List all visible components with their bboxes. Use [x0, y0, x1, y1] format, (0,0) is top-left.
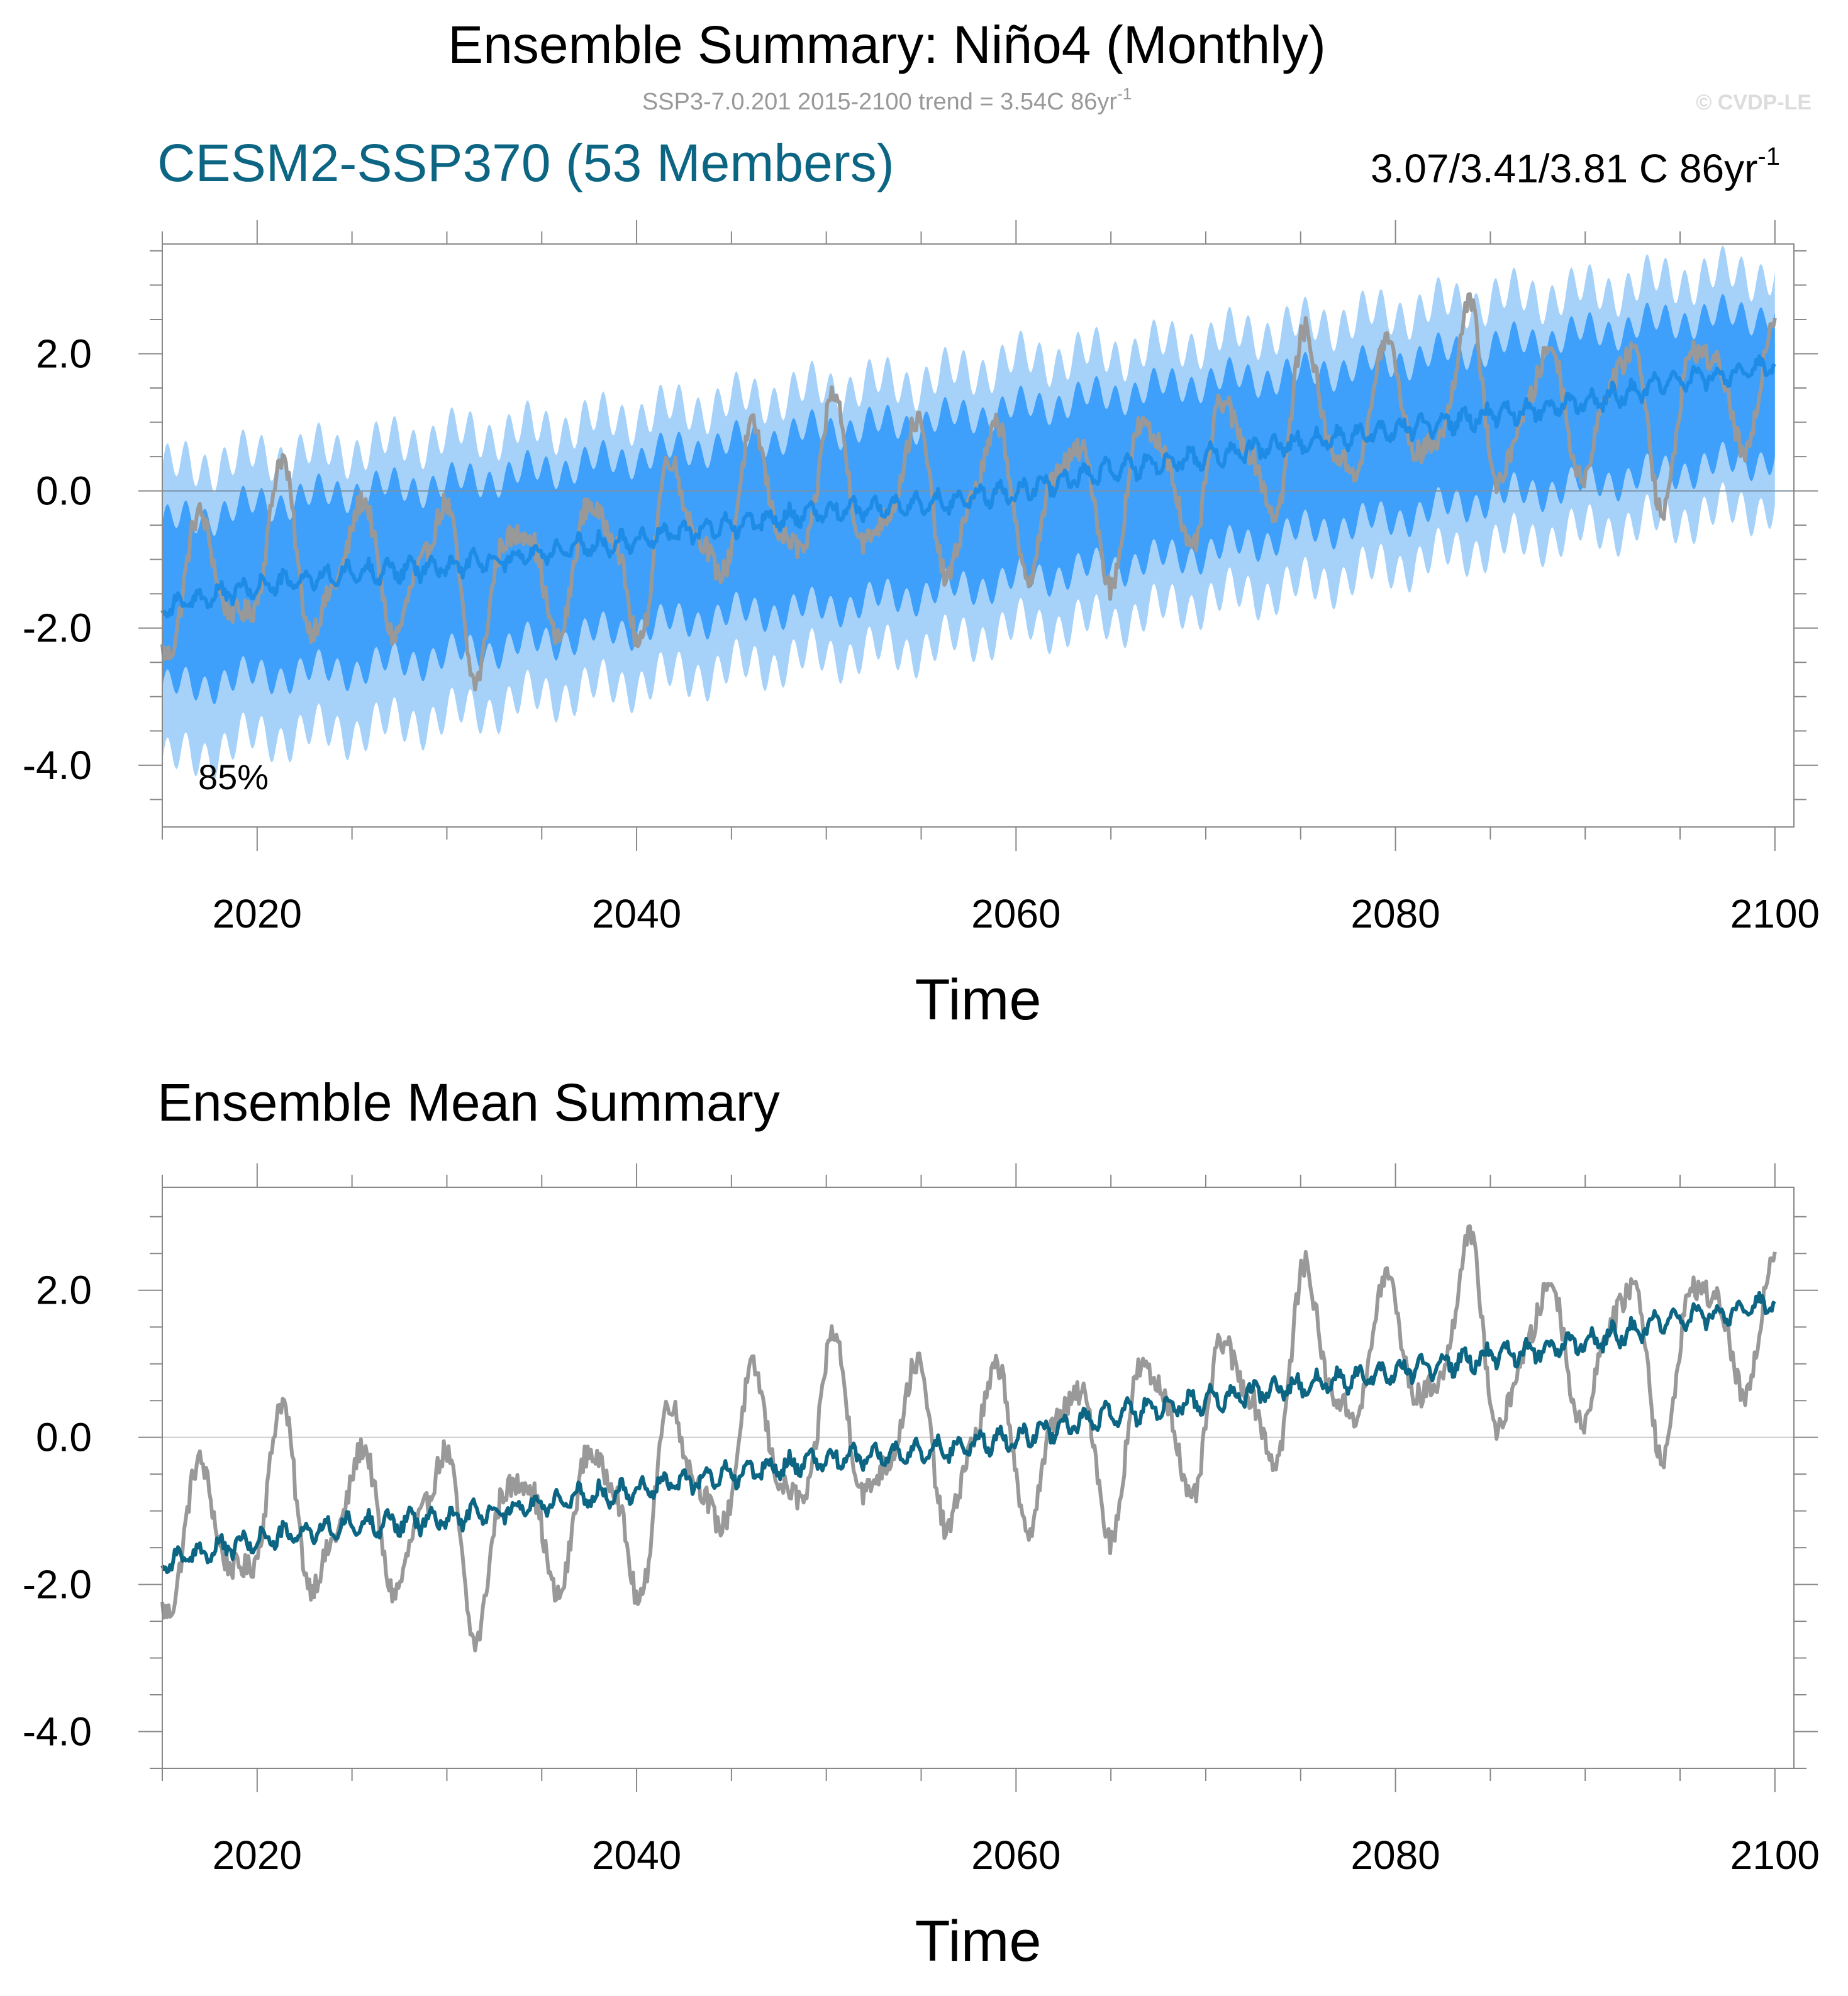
- y-tick-label: -2.0: [23, 1562, 92, 1607]
- spread-percent-label: 85%: [198, 757, 269, 797]
- y-tick-label: -4.0: [23, 743, 92, 788]
- trend-label-top: 3.07/3.41/3.81 C 86yr-1: [1371, 143, 1780, 191]
- figure-subtitle: SSP3-7.0.201 2015-2100 trend = 3.54C 86y…: [642, 84, 1132, 115]
- chart-panel-bottom: 2020 2040 2060 2080 2100 -4.0 -2.0 0.0 2.0 Time: [23, 1163, 1820, 1973]
- figure-subtitle-text: SSP3-7.0.201 2015-2100 trend = 3.54C 86y…: [642, 89, 1118, 115]
- credit-watermark: © CVDP-LE: [1696, 91, 1812, 114]
- plot-frame: [162, 243, 1795, 828]
- x-tick-label: 2100: [1730, 891, 1820, 936]
- panel-label-top: CESM2-SSP370 (53 Members): [157, 133, 894, 192]
- trend-label-sup: -1: [1757, 143, 1780, 170]
- x-tick-label: 2080: [1350, 1832, 1440, 1878]
- x-tick-label: 2100: [1730, 1832, 1820, 1878]
- trend-label-text: 3.07/3.41/3.81 C 86yr: [1371, 146, 1758, 191]
- y-tick-label: 2.0: [36, 1268, 92, 1313]
- observations-line: [160, 1224, 1777, 1653]
- x-tick-label: 2060: [971, 1832, 1060, 1878]
- y-tick-label: -4.0: [23, 1709, 92, 1755]
- y-tick-label: 2.0: [36, 331, 92, 376]
- y-tick-label: -2.0: [23, 606, 92, 651]
- observations-line: [160, 292, 1777, 692]
- x-axis-title: Time: [915, 1909, 1041, 1973]
- chart-panel-top: 2020 2040 2060 2080 2100 -4.0 -2.0 0.0 2.0 Time: [23, 220, 1820, 1032]
- ensemble-mean-line: [160, 354, 1776, 619]
- ensemble-mean-line: [160, 1290, 1776, 1575]
- x-tick-label: 2080: [1350, 891, 1440, 936]
- panel-label-bottom: Ensemble Mean Summary: [157, 1073, 780, 1132]
- x-tick-label: 2060: [971, 891, 1060, 936]
- x-tick-label: 2020: [213, 1832, 302, 1878]
- x-tick-label: 2040: [592, 891, 681, 936]
- y-tick-label: 0.0: [36, 469, 92, 514]
- x-tick-label: 2020: [213, 891, 302, 936]
- figure-title: Ensemble Summary: Niño4 (Monthly): [448, 15, 1326, 74]
- plot-frame: [162, 1187, 1795, 1769]
- x-tick-label: 2040: [592, 1832, 681, 1878]
- y-tick-label: 0.0: [36, 1415, 92, 1460]
- x-axis-title: Time: [915, 968, 1041, 1032]
- figure-subtitle-sup: -1: [1117, 84, 1132, 103]
